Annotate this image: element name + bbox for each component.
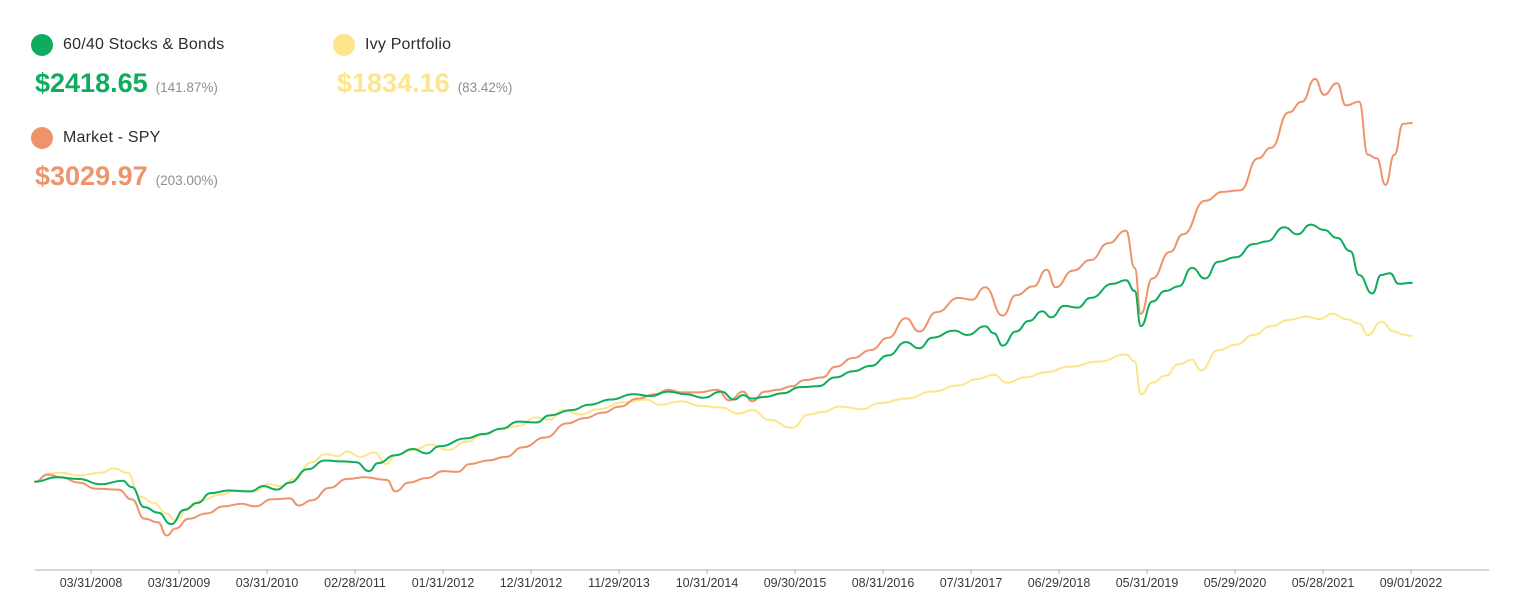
x-tick-label: 05/31/2019 [1116, 576, 1179, 590]
x-tick-label: 09/30/2015 [764, 576, 827, 590]
x-tick-label: 03/31/2009 [148, 576, 211, 590]
series-name-ivy: Ivy Portfolio [365, 36, 452, 53]
legend-item-spy: Market - SPY $3029.97 (203.00%) [31, 127, 218, 192]
series-dot-spy [31, 127, 53, 149]
series-value-60-40: $2418.65 [35, 68, 148, 98]
x-tick-label: 03/31/2010 [236, 576, 299, 590]
series-pct-spy: (203.00%) [155, 173, 218, 188]
x-tick-label: 01/31/2012 [412, 576, 475, 590]
series-line-60-40-stocks-bonds [34, 223, 1413, 526]
x-tick-label: 08/31/2016 [852, 576, 915, 590]
x-tick-label: 02/28/2011 [324, 576, 386, 590]
x-tick-label: 05/28/2021 [1292, 576, 1355, 590]
legend-item-60-40: 60/40 Stocks & Bonds $2418.65 (141.87%) [31, 34, 224, 99]
series-pct-60-40: (141.87%) [155, 80, 218, 95]
series-layer [34, 77, 1413, 537]
x-tick-label: 10/31/2014 [676, 576, 739, 590]
series-line-ivy-portfolio [34, 312, 1413, 522]
x-tick-label: 11/29/2013 [588, 576, 650, 590]
legend-item-ivy: Ivy Portfolio $1834.16 (83.42%) [333, 34, 512, 99]
x-tick-label: 07/31/2017 [940, 576, 1003, 590]
series-dot-60-40 [31, 34, 53, 56]
x-tick-label: 03/31/2008 [60, 576, 123, 590]
series-dot-ivy [333, 34, 355, 56]
x-tick-label: 12/31/2012 [500, 576, 563, 590]
x-tick-label: 06/29/2018 [1028, 576, 1091, 590]
x-axis-ticks: 03/31/2008 03/31/2009 03/31/2010 02/28/2011… [60, 570, 1443, 590]
series-line-market-spy [34, 77, 1413, 537]
series-value-ivy: $1834.16 [337, 68, 450, 98]
series-value-spy: $3029.97 [35, 161, 148, 191]
series-name-spy: Market - SPY [63, 129, 161, 146]
series-pct-ivy: (83.42%) [457, 80, 513, 95]
series-name-60-40: 60/40 Stocks & Bonds [63, 36, 225, 53]
x-tick-label: 09/01/2022 [1380, 576, 1443, 590]
x-tick-label: 05/29/2020 [1204, 576, 1267, 590]
